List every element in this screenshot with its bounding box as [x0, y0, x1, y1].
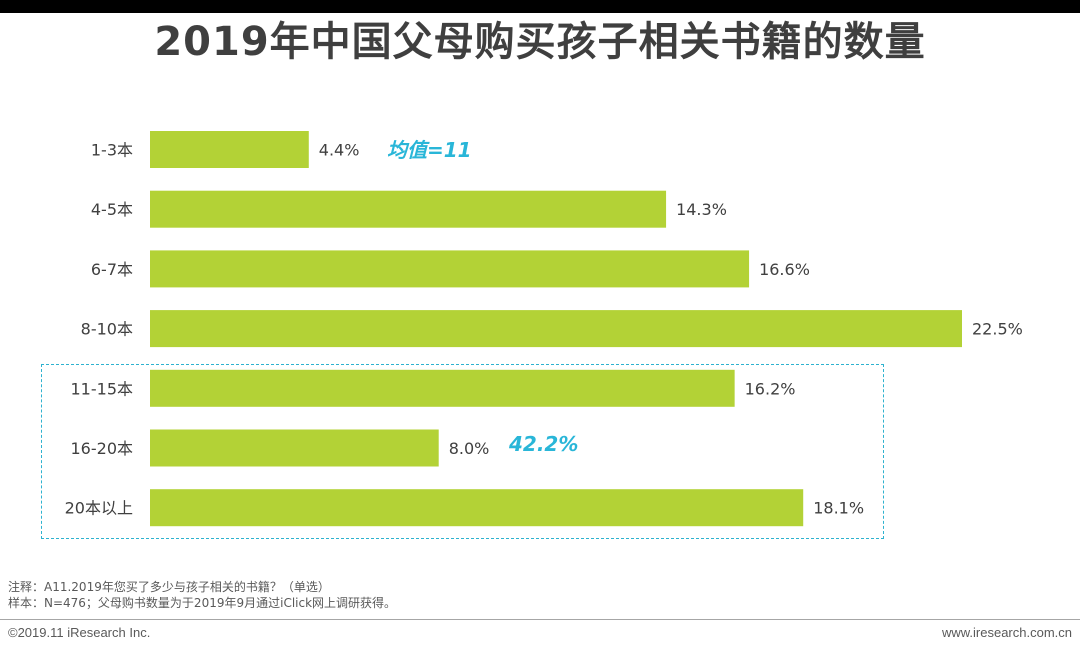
bar-5 [150, 429, 439, 467]
footer-divider [0, 619, 1080, 620]
category-label-5: 16-20本 [71, 439, 134, 458]
top-bar [0, 0, 1080, 13]
mean-callout: 均值=11 [387, 138, 472, 162]
value-label-4: 16.2% [745, 379, 796, 398]
website: www.iresearch.com.cn [941, 625, 1072, 640]
value-label-2: 16.6% [759, 260, 810, 279]
category-label-0: 1-3本 [91, 141, 133, 160]
value-label-6: 18.1% [813, 499, 864, 518]
value-label-5: 8.0% [449, 439, 490, 458]
category-label-4: 11-15本 [71, 379, 134, 398]
value-label-0: 4.4% [319, 141, 360, 160]
chart-title: 2019年中国父母购买孩子相关书籍的数量 [154, 19, 926, 65]
note-sample: 样本：N=476；父母购书数量为于2019年9月通过iClick网上调研获得。 [8, 596, 397, 610]
category-label-2: 6-7本 [91, 260, 133, 279]
highlight-box [41, 364, 884, 539]
category-label-1: 4-5本 [91, 200, 133, 219]
value-label-3: 22.5% [972, 320, 1023, 339]
bar-4 [150, 369, 735, 407]
category-label-6: 20本以上 [65, 499, 133, 518]
bar-chart: 1-3本 4.4% 4-5本 14.3% 6-7本 16.6% 8-10本 22.5% 11-1… [65, 131, 1023, 527]
value-label-1: 14.3% [676, 200, 727, 219]
note-question: 注释：A11.2019年您买了多少与孩子相关的书籍？（单选） [8, 580, 330, 594]
bar-3 [150, 310, 962, 348]
bar-6 [150, 489, 804, 527]
copyright: ©2019.11 iResearch Inc. [8, 625, 151, 640]
bar-2 [150, 250, 750, 288]
group-share-callout: 42.2% [509, 432, 579, 456]
bar-1 [150, 190, 667, 228]
bar-0 [150, 131, 309, 168]
category-label-3: 8-10本 [81, 320, 133, 339]
